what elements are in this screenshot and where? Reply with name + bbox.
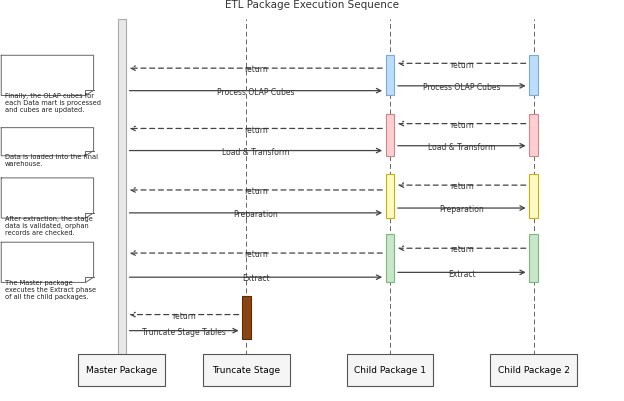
- Bar: [242, 297, 250, 339]
- Bar: [386, 114, 394, 156]
- FancyBboxPatch shape: [203, 354, 290, 386]
- Text: return: return: [450, 61, 474, 69]
- Text: return: return: [450, 182, 474, 191]
- Text: Extract: Extract: [242, 274, 270, 283]
- Text: return: return: [244, 187, 268, 196]
- Text: Child Package 2: Child Package 2: [497, 365, 570, 375]
- Text: Load & Transform: Load & Transform: [222, 148, 290, 156]
- Text: Load & Transform: Load & Transform: [428, 143, 495, 152]
- Bar: [386, 235, 394, 283]
- Bar: [386, 174, 394, 219]
- Text: Master Package: Master Package: [86, 365, 157, 375]
- Bar: [529, 174, 538, 219]
- Text: Data is loaded into the final
warehouse.: Data is loaded into the final warehouse.: [5, 153, 98, 166]
- Text: ETL Package Execution Sequence: ETL Package Execution Sequence: [225, 0, 399, 10]
- Text: Preparation: Preparation: [233, 210, 278, 219]
- Bar: [386, 56, 394, 96]
- Text: Truncate Stage Tables: Truncate Stage Tables: [142, 327, 226, 336]
- Text: Process OLAP Cubes: Process OLAP Cubes: [423, 83, 500, 92]
- Text: return: return: [244, 65, 268, 74]
- Text: Child Package 1: Child Package 1: [354, 365, 426, 375]
- Bar: [529, 235, 538, 283]
- Bar: [529, 114, 538, 156]
- Polygon shape: [1, 128, 94, 156]
- FancyBboxPatch shape: [490, 354, 577, 386]
- Polygon shape: [1, 243, 94, 283]
- Polygon shape: [1, 56, 94, 96]
- Text: After extraction, the stage
data is validated, orphan
records are checked.: After extraction, the stage data is vali…: [5, 215, 93, 235]
- Text: Finally, the OLAP cubes for
each Data mart is processed
and cubes are updated.: Finally, the OLAP cubes for each Data ma…: [5, 93, 101, 113]
- Text: return: return: [244, 126, 268, 134]
- FancyBboxPatch shape: [347, 354, 433, 386]
- Text: Process OLAP Cubes: Process OLAP Cubes: [217, 88, 295, 97]
- Text: Extract: Extract: [448, 269, 475, 278]
- Text: The Master package
executes the Extract phase
of all the child packages.: The Master package executes the Extract …: [5, 279, 96, 300]
- Polygon shape: [1, 178, 94, 219]
- FancyBboxPatch shape: [79, 354, 165, 386]
- Text: return: return: [172, 311, 196, 320]
- Text: return: return: [450, 121, 474, 130]
- Text: Truncate Stage: Truncate Stage: [212, 365, 281, 375]
- Text: return: return: [450, 245, 474, 254]
- Text: return: return: [244, 250, 268, 259]
- Bar: [529, 56, 538, 96]
- Text: Preparation: Preparation: [439, 205, 484, 214]
- Bar: [117, 20, 126, 355]
